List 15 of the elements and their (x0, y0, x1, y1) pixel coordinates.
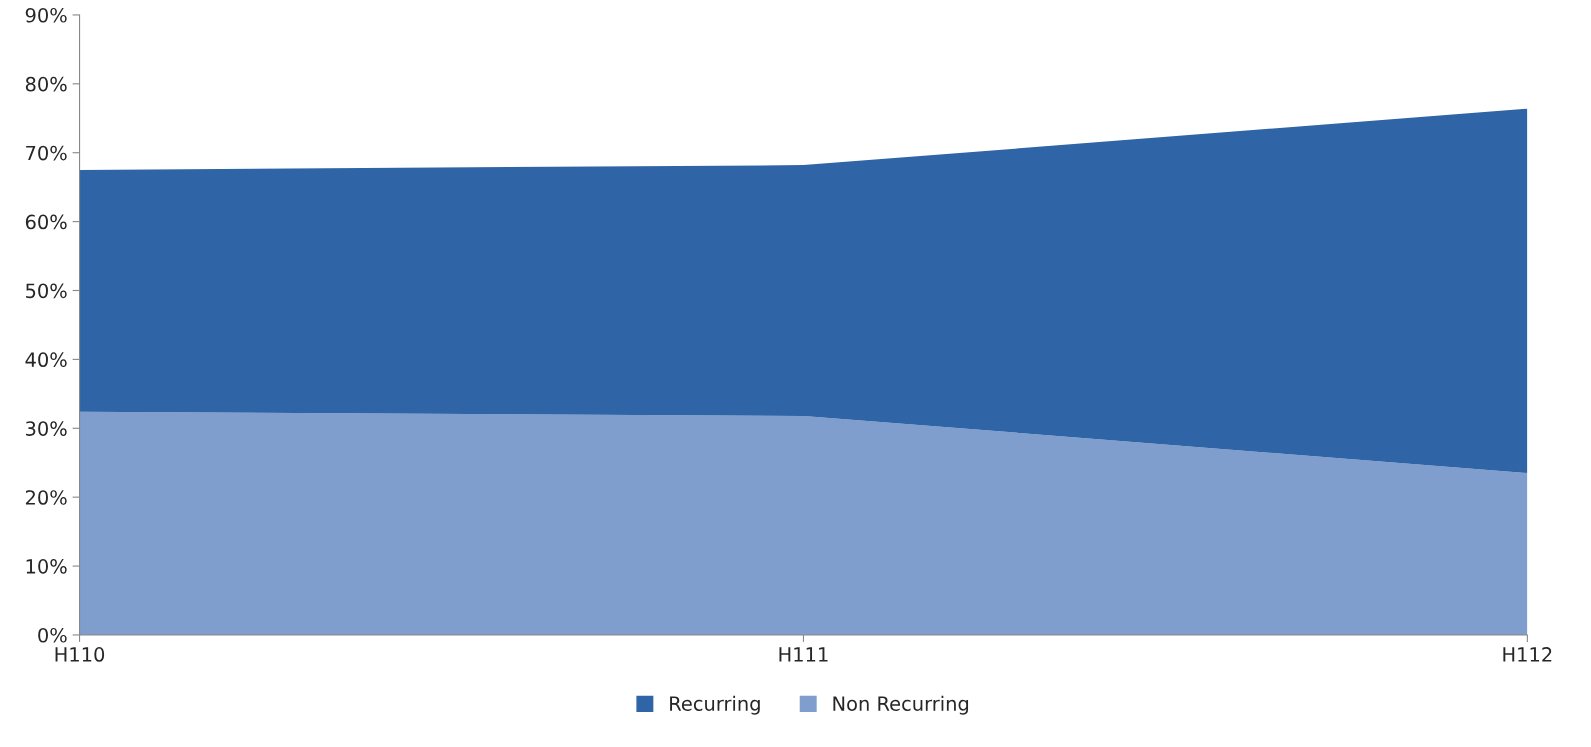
y-tick-label: 40% (25, 352, 67, 368)
y-tick-label: 70% (26, 145, 67, 161)
y-tick-label: 20% (25, 490, 67, 505)
y-tick-label: 50% (26, 283, 67, 299)
y-tick-label: 0% (38, 627, 67, 643)
y-tick-label: 90% (25, 7, 67, 23)
legend-label: Recurring (670, 695, 760, 715)
legend-label: Non Recurring (833, 695, 969, 715)
x-tick-label: H111 (779, 647, 828, 662)
y-tick-label: 10% (26, 559, 67, 574)
x-tick-label: H110 (55, 647, 105, 662)
y-tick-label: 60% (25, 214, 67, 230)
x-tick-label: H112 (1503, 647, 1552, 662)
y-tick-label: 80% (25, 76, 67, 92)
y-tick-label: 30% (26, 421, 67, 436)
